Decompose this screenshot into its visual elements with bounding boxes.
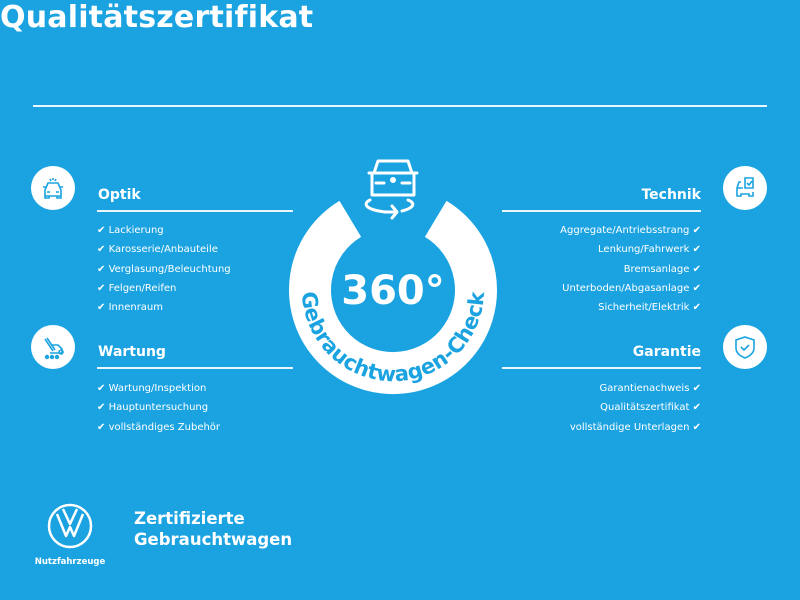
checklist-item-label: vollständiges Zubehör — [108, 421, 221, 433]
car-rotate-icon — [364, 159, 419, 220]
check-icon: ✔ — [97, 244, 106, 256]
checklist-item-label: Wartung/Inspektion — [108, 383, 207, 394]
car-checklist-icon — [723, 166, 767, 210]
checklist-garantie: Garantienachweis ✔ Qualitätszertifikat ✔ v… — [570, 379, 701, 437]
checklist-item: Unterboden/Abgasanlage ✔ — [560, 279, 701, 298]
service-van-icon — [31, 325, 75, 369]
check-icon: ✔ — [692, 402, 701, 414]
car-front-icon — [31, 166, 75, 210]
page-title: Qualitätszertifikat — [0, 0, 314, 35]
checklist-item-label: Felgen/Reifen — [108, 282, 177, 294]
check-icon: ✔ — [692, 302, 701, 314]
checklist-item-label: Garantienachweis — [599, 383, 690, 394]
checklist-item-label: Sicherheit/Elektrik — [598, 302, 690, 314]
checklist-optik: ✔ Lackierung ✔ Karosserie/Anbauteile ✔ Ver… — [97, 221, 231, 317]
check-icon: ✔ — [692, 263, 701, 275]
check-icon: ✔ — [692, 244, 701, 256]
check-icon: ✔ — [97, 383, 106, 394]
checklist-item: Aggregate/Antriebsstrang ✔ — [560, 221, 701, 240]
check-icon: ✔ — [97, 421, 106, 433]
checklist-item: vollständige Unterlagen ✔ — [570, 418, 701, 437]
title-divider — [33, 105, 767, 107]
check-icon: ✔ — [692, 421, 701, 433]
checklist-item: ✔ Wartung/Inspektion — [97, 379, 220, 398]
checklist-item: Garantienachweis ✔ — [570, 379, 701, 398]
checklist-item: Sicherheit/Elektrik ✔ — [560, 298, 701, 317]
checklist-item: Lenkung/Fahrwerk ✔ — [560, 240, 701, 259]
checklist-item: ✔ Felgen/Reifen — [97, 279, 231, 298]
checklist-item-label: Innenraum — [108, 302, 164, 314]
checklist-item: ✔ Verglasung/Beleuchtung — [97, 260, 231, 279]
360-check-badge: 360° Gebrauchtwagen-Check — [289, 159, 497, 394]
checklist-item: ✔ Hauptuntersuchung — [97, 398, 220, 417]
checklist-item-label: Qualitätszertifikat — [600, 402, 690, 414]
checklist-item: ✔ vollständiges Zubehör — [97, 418, 220, 437]
divider — [97, 210, 293, 212]
divider — [97, 367, 293, 369]
checklist-item-label: Karosserie/Anbauteile — [108, 244, 218, 256]
checklist-item-label: Verglasung/Beleuchtung — [108, 263, 231, 275]
section-heading-technik: Technik — [641, 187, 701, 203]
badge-ring — [289, 200, 497, 394]
brand-name: Nutzfahrzeuge — [34, 557, 106, 567]
checklist-item: ✔ Lackierung — [97, 221, 231, 240]
checklist-item: Bremsanlage ✔ — [560, 260, 701, 279]
check-icon: ✔ — [692, 225, 701, 236]
check-icon: ✔ — [97, 402, 106, 414]
checklist-item-label: Aggregate/Antriebsstrang — [560, 225, 690, 236]
checklist-item-label: Hauptuntersuchung — [108, 402, 209, 414]
section-heading-garantie: Garantie — [632, 344, 701, 360]
divider — [502, 210, 701, 212]
check-icon: ✔ — [692, 383, 701, 394]
section-heading-optik: Optik — [98, 187, 141, 203]
vw-logo — [47, 503, 93, 549]
checklist-wartung: ✔ Wartung/Inspektion ✔ Hauptuntersuchung ✔… — [97, 379, 220, 437]
section-heading-wartung: Wartung — [98, 344, 166, 360]
checklist-item-label: Unterboden/Abgasanlage — [562, 282, 690, 294]
check-icon: ✔ — [97, 302, 106, 314]
checklist-item-label: Lackierung — [108, 225, 164, 236]
checklist-item: Qualitätszertifikat ✔ — [570, 398, 701, 417]
divider — [502, 367, 701, 369]
checklist-item: ✔ Innenraum — [97, 298, 231, 317]
checklist-item-label: Bremsanlage — [623, 263, 690, 275]
cert-line-1: Zertifizierte — [134, 509, 245, 528]
checklist-item-label: vollständige Unterlagen — [569, 421, 690, 433]
checklist-technik: Aggregate/Antriebsstrang ✔ Lenkung/Fahrwe… — [560, 221, 701, 317]
360-label: 360° — [341, 268, 445, 314]
check-icon: ✔ — [97, 282, 106, 294]
check-icon: ✔ — [692, 282, 701, 294]
check-icon: ✔ — [97, 225, 106, 236]
shield-check-icon — [723, 325, 767, 369]
check-icon: ✔ — [97, 263, 106, 275]
checklist-item: ✔ Karosserie/Anbauteile — [97, 240, 231, 259]
certified-label: Zertifizierte Gebrauchtwagen — [134, 508, 292, 550]
checklist-item-label: Lenkung/Fahrwerk — [598, 244, 690, 256]
cert-line-2: Gebrauchtwagen — [134, 530, 293, 549]
